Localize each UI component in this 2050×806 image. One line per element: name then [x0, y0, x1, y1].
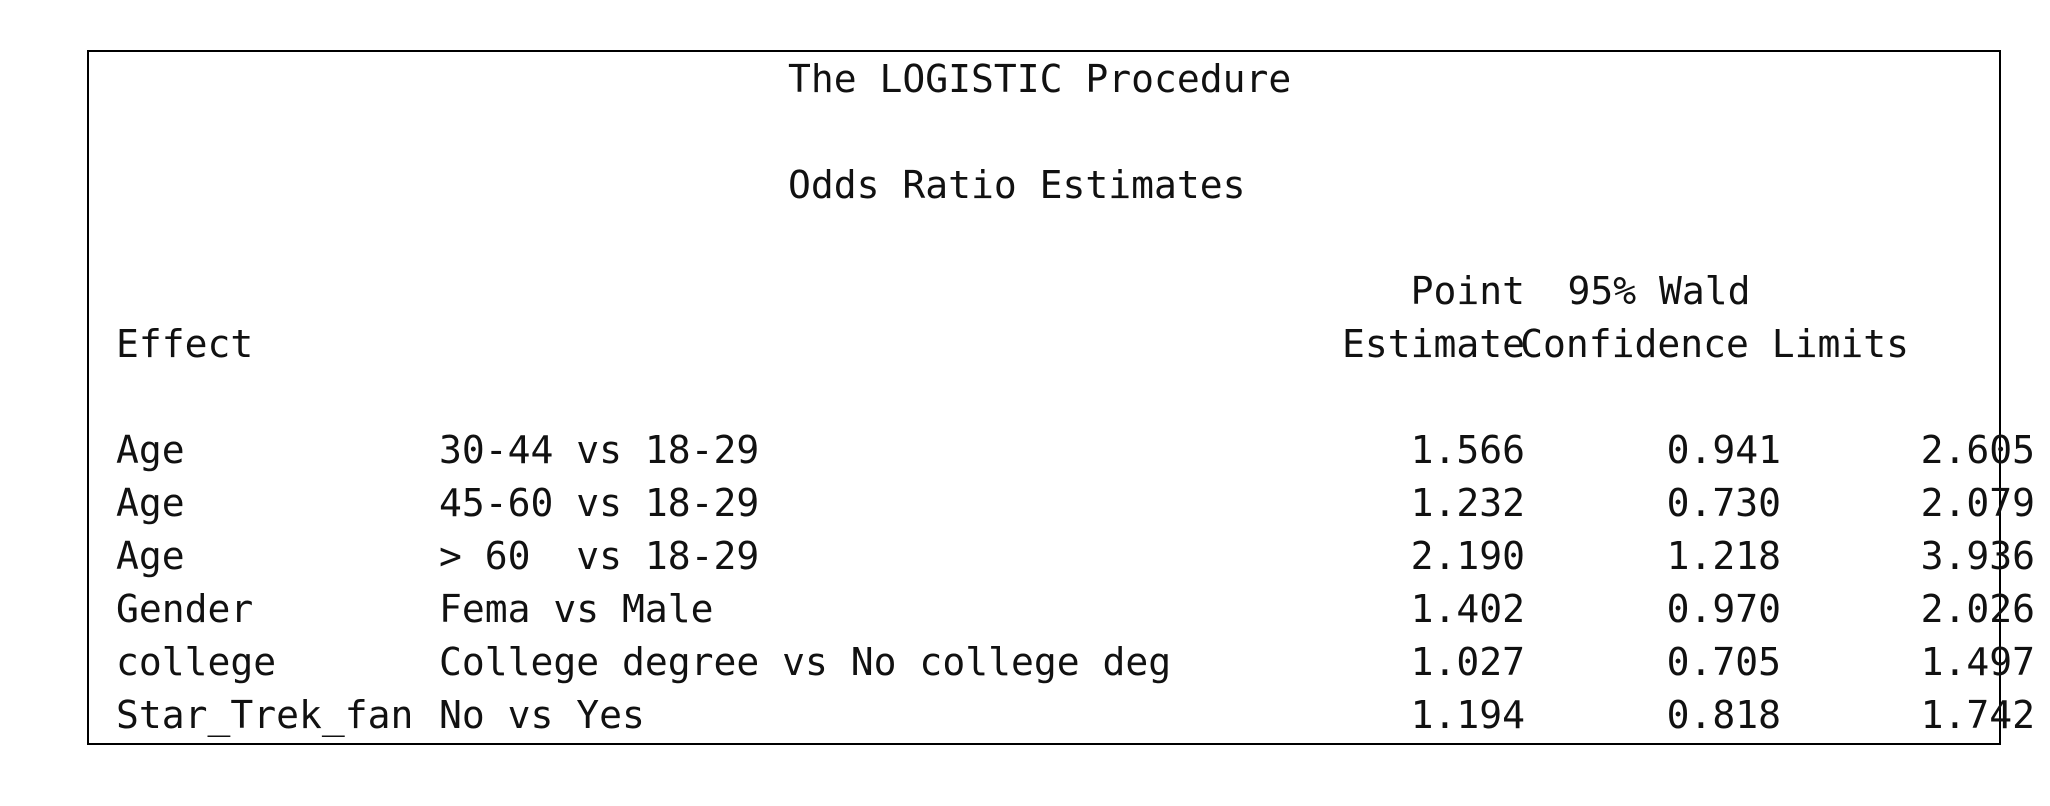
point-estimate-cell: 1.232 — [1410, 481, 1525, 525]
point-estimate-cell: 1.566 — [1410, 428, 1525, 472]
point-estimate-cell: 1.402 — [1410, 587, 1525, 631]
effect-cell: college — [116, 640, 277, 684]
point-estimate-header-line2: Estimate — [1341, 322, 1525, 366]
effect-cell: Gender — [116, 587, 254, 631]
lower-limit-cell: 0.941 — [1666, 428, 1781, 472]
comparison-cell: College degree vs No college deg — [439, 640, 1172, 684]
effect-cell: Age — [116, 481, 185, 525]
upper-limit-cell: 2.605 — [1920, 428, 2035, 472]
upper-limit-cell: 3.936 — [1920, 534, 2035, 578]
lower-limit-cell: 1.218 — [1666, 534, 1781, 578]
comparison-cell: Fema vs Male — [439, 587, 714, 631]
lower-limit-cell: 0.818 — [1666, 693, 1781, 737]
point-estimate-cell: 1.194 — [1410, 693, 1525, 737]
effect-cell: Star_Trek_fan — [116, 693, 414, 737]
lower-limit-cell: 0.970 — [1666, 587, 1781, 631]
lower-limit-cell: 0.730 — [1666, 481, 1781, 525]
comparison-cell: > 60 vs 18-29 — [439, 534, 760, 578]
upper-limit-cell: 2.026 — [1920, 587, 2035, 631]
comparison-cell: 45-60 vs 18-29 — [439, 481, 760, 525]
upper-limit-cell: 2.079 — [1920, 481, 2035, 525]
point-estimate-header-line1: Point — [1410, 269, 1525, 313]
upper-limit-cell: 1.497 — [1920, 640, 2035, 684]
point-estimate-cell: 1.027 — [1410, 640, 1525, 684]
wald-header-line1: 95% Wald — [1567, 269, 1751, 313]
comparison-cell: 30-44 vs 18-29 — [439, 428, 760, 472]
lower-limit-cell: 0.705 — [1666, 640, 1781, 684]
table-title: Odds Ratio Estimates — [788, 163, 1246, 207]
output-frame: The LOGISTIC Procedure Odds Ratio Estima… — [87, 50, 2035, 745]
procedure-title: The LOGISTIC Procedure — [788, 57, 1292, 101]
wald-header-line2: Confidence Limits — [1520, 322, 1909, 366]
upper-limit-cell: 1.742 — [1920, 693, 2035, 737]
point-estimate-cell: 2.190 — [1410, 534, 1525, 578]
effect-header: Effect — [116, 322, 254, 366]
comparison-cell: No vs Yes — [439, 693, 645, 737]
effect-cell: Age — [116, 428, 185, 472]
effect-cell: Age — [116, 534, 185, 578]
